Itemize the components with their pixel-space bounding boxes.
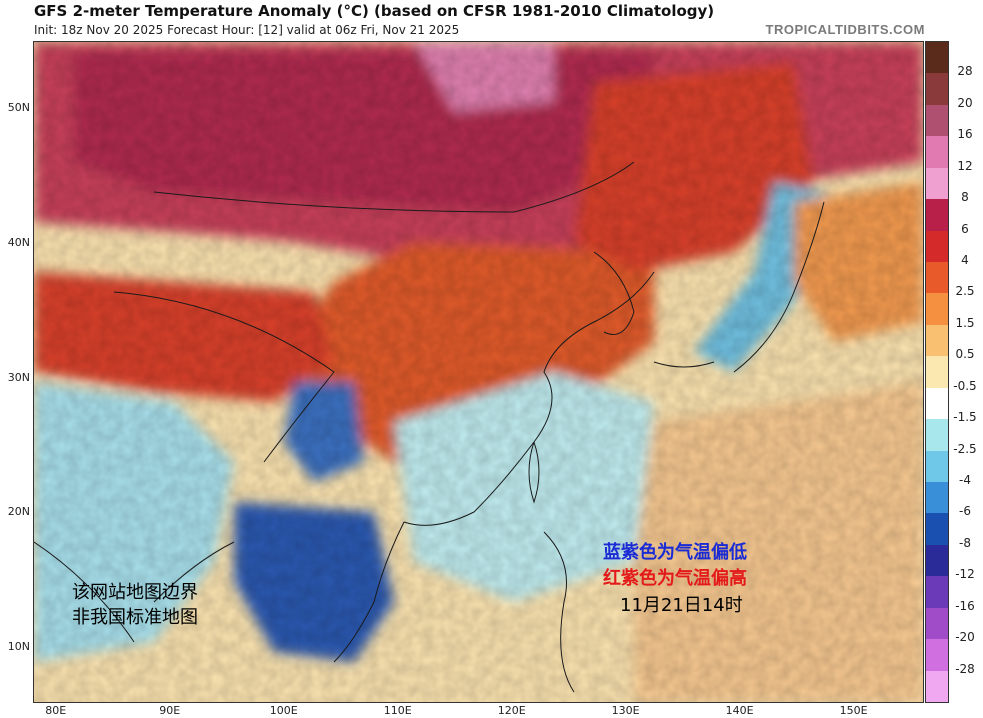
- colorbar-segment: [926, 450, 948, 483]
- colorbar-segment: [926, 324, 948, 357]
- local-valid-time: 11月21日14时: [620, 595, 743, 616]
- lon-label: 90E: [159, 704, 181, 717]
- colorbar-tick-label: 12: [957, 158, 973, 173]
- border-tibet: [113, 291, 335, 463]
- legend-warm-text: 红紫色为气温偏高: [603, 568, 747, 589]
- texture-overlay: [34, 42, 923, 702]
- colorbar-segment: [926, 482, 948, 514]
- colorbar-segment: [926, 544, 948, 577]
- colorbar-tick-label: 6: [961, 221, 969, 236]
- colorbar-tick-label: 16: [957, 127, 973, 142]
- colorbar-segment: [926, 356, 948, 389]
- colorbar-segment: [926, 167, 948, 200]
- lon-label: 150E: [839, 704, 868, 717]
- colorbar-segment: [926, 136, 948, 169]
- colorbar-tick-label: 28: [957, 64, 973, 79]
- colorbar: [925, 41, 949, 703]
- colorbar-segment: [926, 513, 948, 546]
- colorbar-segment: [926, 387, 948, 420]
- colorbar-tick-label: -28: [955, 661, 975, 676]
- colorbar-tick-label: 20: [957, 95, 973, 110]
- colorbar-segment: [926, 670, 948, 703]
- colorbar-segment: [926, 262, 948, 294]
- lat-label: 40N: [7, 236, 30, 250]
- lon-label: 110E: [383, 704, 412, 717]
- coastline-indochina: [333, 521, 405, 663]
- coastlines: [34, 161, 825, 693]
- map-subtitle: Init: 18z Nov 20 2025 Forecast Hour: [12…: [34, 23, 460, 37]
- coastline-india: [34, 541, 235, 643]
- colorbar-segment: [926, 576, 948, 609]
- map-title: GFS 2-meter Temperature Anomaly (°C) (ba…: [34, 2, 715, 20]
- lon-label: 100E: [269, 704, 298, 717]
- coastline-korea: [593, 251, 635, 335]
- lon-label: 80E: [45, 704, 67, 717]
- legend-cold-text: 蓝紫色为气温偏低: [603, 542, 747, 563]
- colorbar-segment: [926, 293, 948, 326]
- colorbar-segment: [926, 230, 948, 263]
- anomaly-map: [33, 41, 924, 703]
- colorbar-segment: [926, 73, 948, 106]
- colorbar-tick-label: -1.5: [953, 410, 977, 425]
- colorbar-tick-label: 4: [961, 253, 969, 267]
- coastline-japan: [653, 201, 825, 373]
- colorbar-tick-label: -0.5: [953, 378, 977, 393]
- lon-label: 120E: [497, 704, 526, 717]
- coastline-philippines: [543, 531, 575, 693]
- colorbar-segment: [926, 607, 948, 640]
- colorbar-tick-label: -6: [959, 504, 971, 519]
- lon-label: 140E: [725, 704, 754, 717]
- coastline-china-east: [403, 271, 655, 526]
- colorbar-segment: [926, 42, 948, 74]
- map-boundary-note-line2: 非我国标准地图: [72, 607, 198, 628]
- lat-label: 20N: [7, 505, 30, 519]
- colorbar-segment: [926, 104, 948, 137]
- map-canvas: [34, 42, 923, 702]
- colorbar-tick-label: 1.5: [955, 315, 975, 330]
- map-boundary-note-line1: 该网站地图边界: [72, 582, 198, 603]
- colorbar-tick-label: -8: [959, 535, 971, 550]
- colorbar-tick-label: -2.5: [953, 441, 977, 456]
- colorbar-tick-label: -20: [955, 630, 975, 645]
- colorbar-tick-label: -12: [955, 567, 975, 582]
- colorbar-segment: [926, 419, 948, 452]
- colorbar-tick-label: -16: [955, 598, 975, 613]
- colorbar-segment: [926, 199, 948, 232]
- colorbar-segment: [926, 639, 948, 672]
- colorbar-tick-label: 8: [961, 190, 969, 205]
- coastline-taiwan: [528, 441, 540, 504]
- lat-label: 30N: [7, 370, 30, 384]
- lat-label: 10N: [7, 640, 30, 654]
- brand-watermark: TROPICALTIDBITS.COM: [765, 22, 925, 37]
- lon-label: 130E: [611, 704, 640, 717]
- border-mongolia: [153, 161, 635, 213]
- colorbar-tick-label: 2.5: [955, 284, 975, 299]
- lat-label: 50N: [7, 101, 30, 115]
- colorbar-tick-label: -4: [959, 473, 971, 487]
- colorbar-tick-label: 0.5: [955, 347, 975, 362]
